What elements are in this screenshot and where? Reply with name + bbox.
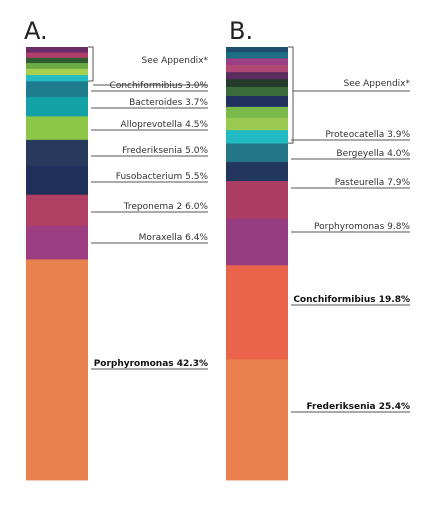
panel-a-segment-label: Treponema 2 6.0% — [123, 202, 209, 212]
panel-a-segment-labels: See Appendix* Porphyromonas 42.3% Moraxell… — [88, 46, 209, 370]
panel-a-segment-alloprevotella — [26, 115, 88, 140]
panel-a-segment-frederiksenia — [26, 139, 88, 166]
panel-a-segment-other-4 — [26, 57, 88, 64]
panel-b-segment-porphyromonas — [226, 218, 288, 266]
panel-b-segment-other-1 — [226, 129, 288, 144]
panel-a-segment-other-5 — [26, 52, 88, 58]
panel-b-segment-pasteurella — [226, 180, 288, 219]
panel-a-segment-moraxella — [26, 225, 88, 260]
panel-b-segment-label: Pasteurella 7.9% — [335, 178, 411, 188]
panel-b-label: B. — [229, 17, 253, 45]
panel-b-segment-other-4 — [226, 95, 288, 107]
panel-b-segment-label: Frederiksenia 25.4% — [306, 402, 410, 412]
panel-b-segment-bergeyella — [226, 161, 288, 182]
panel-b-appendix-label: See Appendix* — [343, 79, 410, 89]
panel-a-segment-other-1 — [26, 74, 88, 82]
panel-a-segment-label: Porphyromonas 42.3% — [94, 359, 208, 369]
panel-b-segment-other-6 — [226, 78, 288, 87]
panel-b-segment-other-11 — [226, 47, 288, 53]
panel-b-segment-labels: See Appendix* Frederiksenia 25.4% Conchifo… — [288, 46, 411, 413]
panel-a-segment-fusobacterium — [26, 165, 88, 195]
panel-a-segment-label: Alloprevotella 4.5% — [120, 120, 208, 130]
panel-a-segment-label: Moraxella 6.4% — [139, 233, 209, 243]
panel-b-segment-proteocatella — [226, 143, 288, 163]
panel-b-appendix-bracket — [288, 46, 294, 144]
panel-a-appendix-bracket — [88, 46, 94, 82]
panel-b-segment-label: Porphyromonas 9.8% — [314, 222, 410, 232]
panel-a-segment-other-2 — [26, 68, 88, 76]
panel-b-segment-other-9 — [226, 57, 288, 65]
panel-a-segment-treponema-2 — [26, 194, 88, 227]
panel-b-segment-other-8 — [226, 64, 288, 73]
panel-a-segment-other-3 — [26, 62, 88, 69]
panel-a-segment-porphyromonas — [26, 259, 88, 481]
panel-a-appendix-label: See Appendix* — [141, 56, 208, 66]
panel-b-segment-label: Proteocatella 3.9% — [325, 130, 410, 140]
panel-b-segment-frederiksenia — [226, 359, 288, 481]
panel-a-segment-bacteroides — [26, 96, 88, 117]
panel-a-segment-other-6 — [26, 47, 88, 53]
panel-a: A. See Appendix* Porphyromonas 42.3% Morax… — [24, 17, 209, 481]
panel-b: B. See Appendix* Frederiksenia 25.4% Conch… — [226, 17, 411, 481]
panel-b-segment-other-3 — [226, 106, 288, 118]
panel-b-segment-other-5 — [226, 86, 288, 96]
panel-b-segment-other-2 — [226, 117, 288, 131]
panel-a-label: A. — [24, 17, 48, 45]
panel-b-segment-label: Conchiformibius 19.8% — [293, 295, 410, 305]
panel-b-segment-conchiformibius — [226, 264, 288, 360]
panel-b-bar — [226, 47, 288, 481]
panel-b-segment-other-10 — [226, 51, 288, 59]
panel-a-bar — [26, 47, 88, 481]
panel-b-segment-label: Bergeyella 4.0% — [336, 149, 410, 159]
panel-b-segment-other-7 — [226, 71, 288, 80]
panel-a-segment-conchiformibius — [26, 80, 88, 98]
panel-a-segment-label: Fusobacterium 5.5% — [116, 172, 209, 182]
panel-a-segment-label: Conchiformibius 3.0% — [110, 81, 209, 91]
panel-a-segment-label: Bacteroides 3.7% — [129, 98, 208, 108]
panel-a-segment-label: Frederiksenia 5.0% — [122, 146, 208, 156]
